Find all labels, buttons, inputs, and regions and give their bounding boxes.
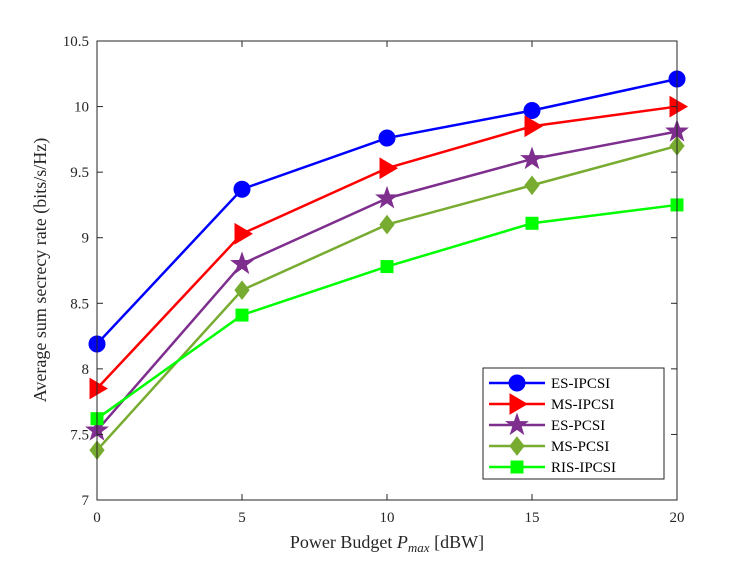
legend-item-es-pcsi: ES-PCSI bbox=[489, 412, 605, 436]
y-tick-label-2: 8 bbox=[82, 362, 90, 378]
x-axis-label-suffix: [dBW] bbox=[430, 532, 484, 552]
tick-labels: 0 5 10 15 20 7 7.5 8 8.5 9 9.5 10 10.5 bbox=[63, 34, 685, 526]
x-axis-label: Power Budget Pmax [dBW] bbox=[290, 532, 484, 555]
y-tick-label-4: 9 bbox=[82, 231, 90, 247]
data-point-ms-pcsi-2 bbox=[379, 214, 395, 235]
legend-marker-es-pcsi bbox=[505, 412, 529, 436]
x-axis-label-variable: P bbox=[396, 532, 408, 552]
y-tick-label-5: 9.5 bbox=[70, 165, 89, 181]
series-es-ipcsi bbox=[88, 70, 686, 353]
legend-items: ES-IPCSI MS-IPCSI ES-PCSI MS-PCSI RIS-IPCSI bbox=[489, 374, 616, 476]
y-tick-label-3: 8.5 bbox=[70, 296, 89, 312]
data-point-ms-ipcsi-1 bbox=[234, 222, 253, 245]
data-point-ris-ipcsi-3 bbox=[525, 216, 539, 230]
data-point-ms-ipcsi-0 bbox=[89, 377, 108, 400]
legend-label-ris-ipcsi: RIS-IPCSI bbox=[551, 460, 616, 476]
data-point-es-pcsi-3 bbox=[520, 146, 544, 170]
data-point-es-pcsi-2 bbox=[375, 185, 399, 209]
data-point-ms-ipcsi-3 bbox=[524, 115, 543, 138]
legend-marker-ms-ipcsi bbox=[509, 393, 528, 415]
legend-item-es-ipcsi: ES-IPCSI bbox=[489, 374, 610, 392]
data-point-ms-pcsi-3 bbox=[524, 175, 540, 196]
legend-marker-ris-ipcsi bbox=[510, 460, 524, 474]
legend-label-ms-pcsi: MS-PCSI bbox=[551, 439, 609, 455]
series-ris-ipcsi bbox=[90, 198, 684, 426]
legend-label-es-pcsi: ES-PCSI bbox=[551, 418, 605, 434]
data-point-ms-ipcsi-4 bbox=[669, 95, 688, 118]
data-point-ms-ipcsi-2 bbox=[379, 157, 398, 180]
legend-item-ms-ipcsi: MS-IPCSI bbox=[489, 393, 614, 415]
legend-marker-es-ipcsi bbox=[508, 374, 526, 392]
x-tick-label-0: 0 bbox=[93, 510, 101, 526]
data-point-es-ipcsi-3 bbox=[523, 102, 541, 120]
x-tick-label-1: 5 bbox=[238, 510, 246, 526]
axes bbox=[96, 40, 678, 501]
legend-marker-ms-pcsi bbox=[509, 436, 525, 456]
x-axis-label-subscript: max bbox=[408, 540, 430, 555]
data-point-ms-pcsi-1 bbox=[234, 280, 250, 300]
y-axis-label: Average sum secrecy rate (bits/s/Hz) bbox=[30, 138, 51, 403]
legend-label-es-ipcsi: ES-IPCSI bbox=[551, 376, 610, 392]
data-point-es-ipcsi-1 bbox=[233, 180, 251, 198]
y-tick-label-1: 7.5 bbox=[70, 427, 89, 443]
x-tick-label-3: 15 bbox=[525, 510, 540, 526]
y-tick-label-0: 7 bbox=[82, 493, 90, 509]
legend-item-ris-ipcsi: RIS-IPCSI bbox=[489, 460, 616, 476]
legend-item-ms-pcsi: MS-PCSI bbox=[489, 436, 609, 456]
data-point-es-pcsi-1 bbox=[230, 251, 254, 275]
x-axis-label-prefix: Power Budget bbox=[290, 532, 397, 552]
legend-label-ms-ipcsi: MS-IPCSI bbox=[551, 397, 614, 413]
y-tick-label-6: 10 bbox=[74, 100, 89, 116]
series-ms-ipcsi bbox=[89, 95, 688, 400]
data-point-ris-ipcsi-1 bbox=[235, 308, 249, 322]
y-tick-label-7: 10.5 bbox=[63, 34, 89, 50]
legend: ES-IPCSI MS-IPCSI ES-PCSI MS-PCSI RIS-IPCSI bbox=[482, 367, 665, 480]
data-point-ris-ipcsi-2 bbox=[380, 260, 394, 274]
x-tick-label-2: 10 bbox=[380, 510, 395, 526]
x-tick-label-4: 20 bbox=[670, 510, 685, 526]
data-point-es-ipcsi-2 bbox=[378, 129, 396, 147]
